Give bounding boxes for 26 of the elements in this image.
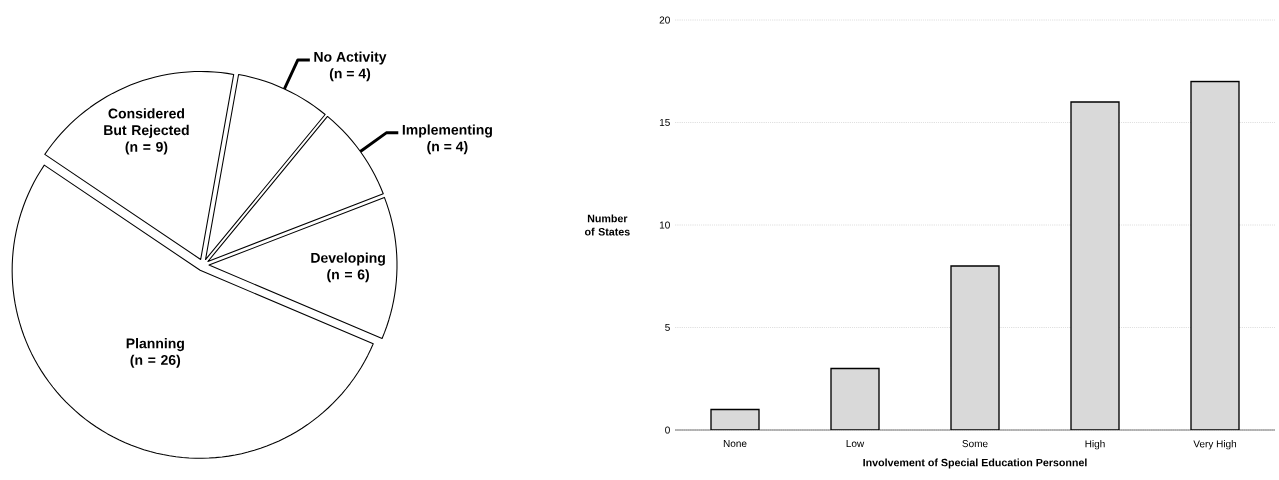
bar bbox=[1070, 101, 1120, 430]
slice-label: Developing bbox=[311, 252, 385, 266]
x-tick-label: High bbox=[1085, 440, 1105, 450]
x-tick-label: Low bbox=[846, 440, 865, 448]
y-tick-label: 0 bbox=[665, 426, 670, 434]
data-label: (n = 26) bbox=[130, 354, 181, 368]
x-tick-label: None bbox=[723, 440, 747, 448]
slice-label: Implementing bbox=[402, 124, 492, 138]
x-tick-label: Some bbox=[962, 440, 988, 448]
bar bbox=[1190, 80, 1240, 430]
y-tick-label: 20 bbox=[659, 16, 670, 24]
y-tick-label: 10 bbox=[659, 221, 670, 229]
slice-label: No Activity bbox=[314, 51, 387, 65]
data-label: (n = 6) bbox=[327, 269, 369, 283]
data-label: (n = 4) bbox=[329, 68, 371, 82]
slice-label: Considered But Rejected bbox=[104, 108, 189, 138]
x-tick-label: Very High bbox=[1193, 440, 1237, 450]
x-axis-title: Involvement of Special Education Personnel bbox=[863, 458, 1087, 469]
slice-label: Planning bbox=[126, 338, 184, 352]
data-label: (n = 9) bbox=[125, 141, 168, 155]
data-label: (n = 4) bbox=[427, 141, 468, 155]
y-tick-label: 5 bbox=[665, 324, 670, 331]
bar bbox=[950, 265, 1000, 430]
bar bbox=[830, 367, 880, 430]
y-axis-title: Number of States bbox=[584, 214, 630, 236]
y-tick-label: 15 bbox=[659, 119, 670, 126]
